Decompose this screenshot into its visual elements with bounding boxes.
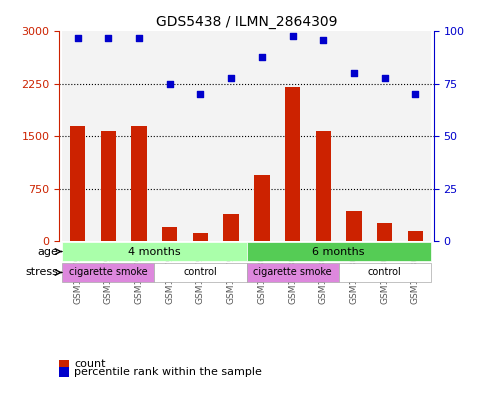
Text: stress: stress bbox=[26, 268, 59, 277]
Bar bbox=[246, 31, 277, 241]
Bar bbox=[339, 31, 369, 241]
Point bbox=[73, 35, 81, 41]
Point bbox=[135, 35, 143, 41]
FancyBboxPatch shape bbox=[246, 263, 339, 282]
Bar bbox=[400, 31, 431, 241]
Bar bbox=[70, 126, 85, 241]
Text: cigarette smoke: cigarette smoke bbox=[69, 268, 147, 277]
Bar bbox=[346, 211, 362, 241]
Text: percentile rank within the sample: percentile rank within the sample bbox=[74, 367, 262, 377]
Bar bbox=[124, 31, 154, 241]
Text: 4 months: 4 months bbox=[128, 246, 180, 257]
FancyBboxPatch shape bbox=[246, 242, 431, 261]
Bar bbox=[277, 31, 308, 241]
Bar bbox=[193, 233, 208, 241]
Text: 6 months: 6 months bbox=[313, 246, 365, 257]
Bar bbox=[154, 31, 185, 241]
Text: age: age bbox=[37, 246, 59, 257]
FancyBboxPatch shape bbox=[339, 263, 431, 282]
Point bbox=[381, 74, 388, 81]
Point bbox=[197, 91, 205, 97]
Point bbox=[105, 35, 112, 41]
FancyBboxPatch shape bbox=[154, 263, 246, 282]
Bar bbox=[254, 174, 270, 241]
Point bbox=[227, 74, 235, 81]
Title: GDS5438 / ILMN_2864309: GDS5438 / ILMN_2864309 bbox=[156, 15, 337, 29]
Bar bbox=[101, 130, 116, 241]
Text: count: count bbox=[74, 358, 106, 369]
Point bbox=[288, 33, 296, 39]
Bar bbox=[131, 127, 147, 241]
Bar bbox=[162, 227, 177, 241]
Bar bbox=[185, 31, 216, 241]
Point bbox=[319, 37, 327, 43]
Bar bbox=[369, 31, 400, 241]
Point bbox=[258, 53, 266, 60]
FancyBboxPatch shape bbox=[62, 263, 154, 282]
Text: control: control bbox=[183, 268, 217, 277]
Bar bbox=[62, 31, 93, 241]
Bar bbox=[216, 31, 246, 241]
Text: control: control bbox=[368, 268, 402, 277]
Bar bbox=[316, 130, 331, 241]
Bar bbox=[93, 31, 124, 241]
Bar bbox=[285, 87, 300, 241]
Point bbox=[166, 81, 174, 87]
Bar bbox=[223, 214, 239, 241]
FancyBboxPatch shape bbox=[62, 242, 246, 261]
Text: cigarette smoke: cigarette smoke bbox=[253, 268, 332, 277]
Bar bbox=[308, 31, 339, 241]
Point bbox=[412, 91, 420, 97]
Point bbox=[350, 70, 358, 77]
Bar bbox=[377, 223, 392, 241]
Bar bbox=[408, 231, 423, 241]
